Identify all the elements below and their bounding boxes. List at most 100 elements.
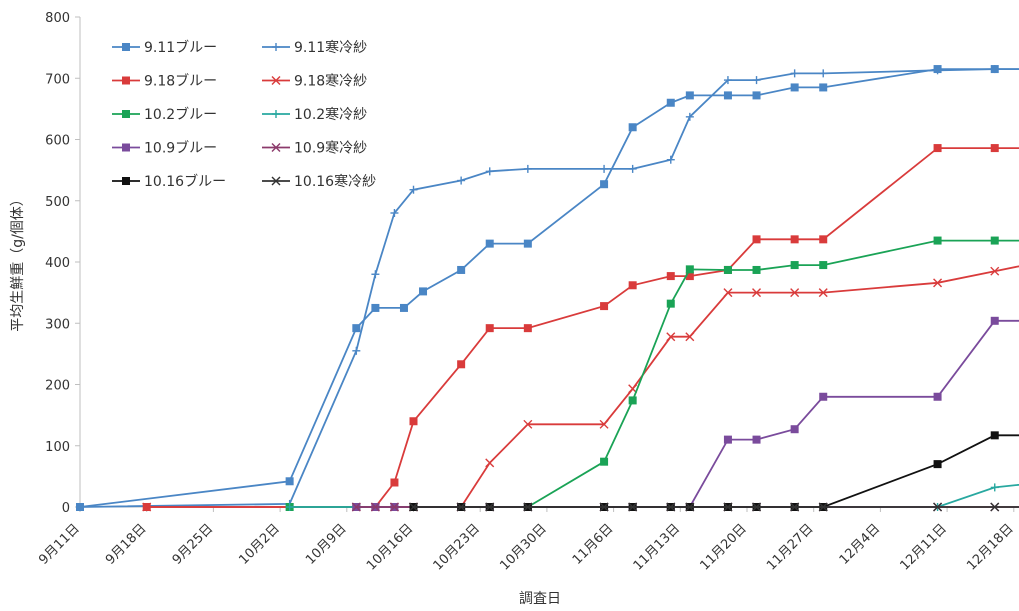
data-point	[819, 261, 828, 270]
data-point	[790, 69, 799, 78]
x-tick-label: 10月30日	[497, 521, 549, 573]
data-point	[819, 83, 828, 92]
data-point	[390, 478, 399, 487]
data-point	[790, 502, 800, 512]
data-point	[752, 235, 761, 244]
data-point	[723, 265, 732, 274]
data-point	[723, 91, 732, 100]
legend-label: 9.11ブルー	[144, 39, 217, 56]
y-tick-label: 600	[45, 134, 70, 149]
data-point	[628, 502, 638, 512]
data-point	[666, 299, 675, 308]
data-point	[285, 477, 294, 486]
data-point	[456, 502, 466, 512]
legend-label: 9.18ブルー	[144, 73, 217, 90]
data-point	[523, 324, 532, 333]
legend-marker	[122, 110, 130, 118]
data-point	[409, 417, 418, 426]
x-axis-title: 調査日	[519, 591, 561, 607]
legend-marker	[271, 76, 281, 85]
data-point	[285, 503, 294, 511]
data-point	[628, 164, 637, 173]
series-line	[146, 265, 1019, 508]
legend-item: 10.9ブルー	[112, 140, 217, 157]
x-tick-label: 12月4日	[837, 521, 884, 568]
legend-marker	[122, 76, 130, 85]
data-point	[485, 239, 494, 248]
legend-label: 10.2寒冷紗	[294, 106, 367, 123]
data-point	[933, 144, 942, 153]
x-tick-label: 10月23日	[431, 521, 483, 573]
data-point	[752, 76, 761, 85]
legend: 9.11ブルー 9.11寒冷紗 9.18ブルー 9.18寒冷紗 10.2ブルー 10.2寒…	[112, 39, 376, 190]
data-point	[457, 265, 466, 274]
legend-marker	[272, 43, 280, 51]
legend-marker	[122, 143, 130, 152]
series-line	[289, 239, 1019, 508]
data-point	[485, 458, 495, 468]
data-point	[409, 502, 418, 512]
x-tick-label: 11月6日	[570, 521, 617, 568]
x-tick-label: 12月11日	[898, 521, 950, 573]
legend-marker	[271, 143, 281, 152]
data-point	[523, 419, 533, 429]
data-point	[457, 176, 466, 185]
x-tick-label: 9月25日	[170, 521, 217, 568]
data-point	[723, 502, 733, 512]
data-point	[819, 235, 828, 244]
legend-marker	[272, 110, 280, 118]
legend-marker	[122, 177, 130, 185]
data-point	[752, 435, 761, 444]
data-point	[990, 316, 999, 325]
data-point	[352, 324, 361, 333]
legend-item: 10.16寒冷紗	[262, 173, 376, 190]
data-point	[142, 502, 152, 512]
data-point	[723, 288, 733, 298]
x-tick-label: 11月20日	[697, 521, 749, 573]
x-tick-label: 10月2日	[236, 521, 283, 568]
legend-item: 10.2寒冷紗	[262, 106, 367, 123]
data-point	[990, 236, 999, 245]
data-point	[990, 502, 1000, 512]
data-point	[457, 360, 466, 369]
legend-label: 9.18寒冷紗	[294, 73, 367, 90]
y-tick-label: 0	[62, 501, 70, 516]
data-point	[370, 502, 380, 512]
data-point	[666, 332, 676, 342]
series-line	[413, 434, 1019, 508]
data-point	[399, 303, 408, 312]
x-tick-label: 11月13日	[631, 521, 683, 573]
data-point	[752, 91, 761, 100]
series-2	[142, 144, 1019, 511]
x-tick-label: 10月9日	[303, 521, 350, 568]
data-point	[600, 302, 609, 311]
y-tick-label: 200	[45, 379, 70, 394]
data-point	[933, 278, 943, 288]
data-point	[990, 483, 999, 492]
data-point	[685, 332, 695, 342]
data-point	[409, 185, 418, 194]
data-point	[628, 396, 637, 405]
data-point	[599, 502, 609, 512]
y-tick-label: 100	[45, 440, 70, 455]
data-point	[790, 83, 799, 92]
x-tick-label: 12月18日	[964, 521, 1016, 573]
legend-item: 10.9寒冷紗	[262, 140, 367, 157]
data-point	[351, 502, 361, 512]
data-point	[790, 261, 799, 270]
series-8	[409, 431, 1019, 511]
series-lines	[76, 65, 1019, 512]
series-line	[356, 319, 1019, 508]
y-tick-label: 300	[45, 317, 70, 332]
series-line	[146, 147, 1019, 508]
data-point	[752, 265, 761, 274]
data-point	[666, 98, 675, 107]
legend-label: 10.16ブルー	[144, 173, 226, 190]
data-point	[485, 324, 494, 333]
data-point	[723, 76, 732, 85]
data-point	[685, 265, 694, 274]
x-tick-label: 10月16日	[364, 521, 416, 573]
legend-item: 9.11ブルー	[112, 39, 217, 56]
data-point	[390, 209, 399, 217]
